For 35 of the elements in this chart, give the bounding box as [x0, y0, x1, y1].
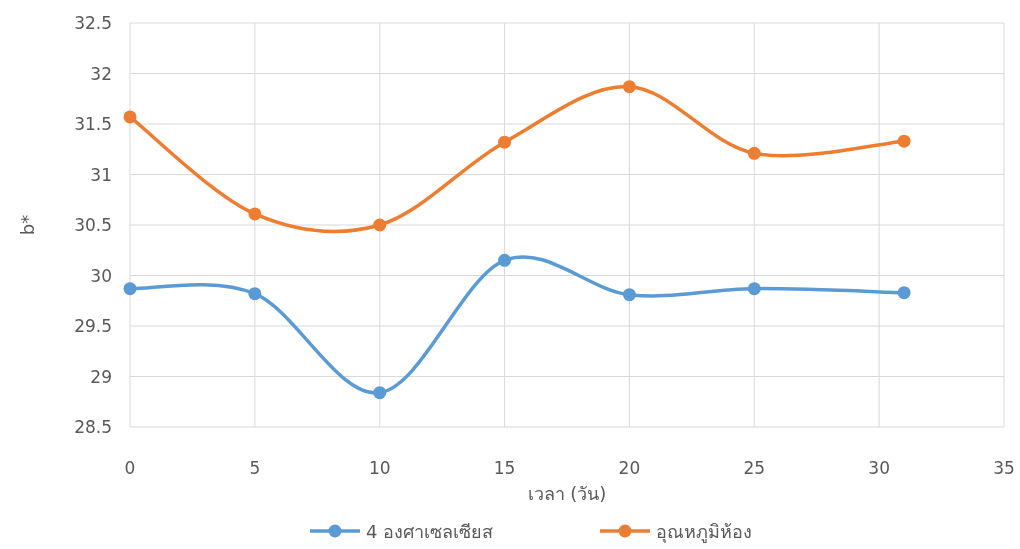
- point: [498, 135, 512, 149]
- x-tick-label: 20: [618, 458, 641, 478]
- x-tick-label: 35: [993, 458, 1015, 478]
- point: [373, 386, 387, 400]
- legend-label: อุณหภูมิห้อง: [656, 521, 752, 543]
- x-tick-label: 30: [868, 458, 890, 478]
- legend-label: 4 องศาเซลเซียส: [366, 521, 494, 542]
- y-tick-label: 31.5: [74, 114, 112, 134]
- point: [248, 207, 262, 221]
- point: [622, 80, 636, 94]
- x-tick-label: 0: [124, 458, 136, 478]
- x-tick-label: 5: [249, 458, 261, 478]
- y-tick-label: 32.5: [74, 13, 112, 33]
- x-tick-label: 25: [743, 458, 766, 478]
- point: [747, 282, 761, 296]
- y-tick-label: 30.5: [74, 215, 112, 235]
- point: [622, 288, 636, 302]
- x-tick-label: 15: [493, 458, 516, 478]
- point: [498, 253, 512, 267]
- point: [897, 286, 911, 300]
- y-tick-label: 29.5: [74, 316, 112, 336]
- point: [248, 287, 262, 301]
- point: [747, 146, 761, 160]
- y-tick-label: 30: [90, 265, 112, 286]
- y-tick-label: 32: [90, 63, 112, 84]
- point: [897, 134, 911, 148]
- point: [373, 218, 387, 232]
- x-axis-title: เวลา (วัน): [527, 483, 607, 504]
- x-tick-label: 10: [368, 458, 391, 478]
- point: [123, 110, 137, 124]
- y-axis-title: b*: [17, 214, 38, 236]
- y-tick-label: 31: [90, 164, 112, 185]
- point: [123, 282, 137, 296]
- y-tick-label: 29: [90, 366, 112, 387]
- y-tick-label: 28.5: [74, 417, 112, 437]
